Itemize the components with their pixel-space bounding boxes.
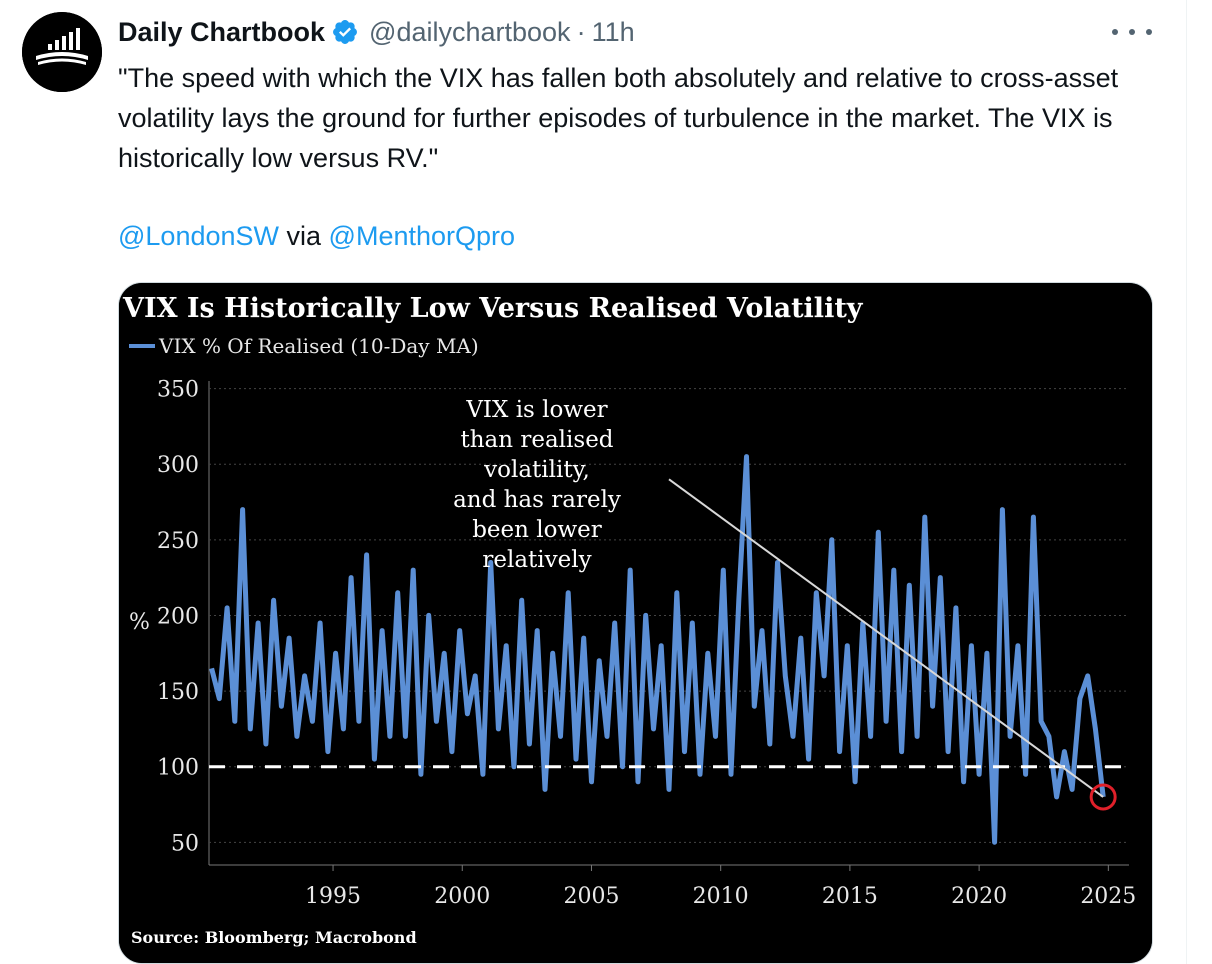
x-tick-label: 2005 (563, 884, 619, 909)
tweet-media-chart[interactable]: VIX Is Historically Low Versus Realised … (118, 282, 1153, 964)
tweet-text: "The speed with which the VIX has fallen… (118, 63, 1119, 173)
x-tick-label: 2025 (1080, 884, 1136, 909)
verified-badge-icon[interactable] (331, 18, 359, 46)
x-tick-label: 2010 (693, 884, 749, 909)
series-line (209, 454, 1106, 845)
annotation-arrow (668, 478, 1104, 798)
annotation-text-line: volatility, (483, 457, 590, 483)
display-name[interactable]: Daily Chartbook (118, 16, 326, 47)
annotation-text-line: and has rarely (453, 487, 621, 513)
legend-label: VIX % Of Realised (10-Day MA) (158, 334, 479, 358)
more-horizontal-icon (1146, 29, 1152, 35)
mention-londonsw[interactable]: @LondonSW (118, 221, 279, 251)
previous-tweet-fragment (118, 0, 378, 4)
timestamp[interactable]: 11h (591, 16, 635, 47)
annotation-text-line: relatively (482, 547, 591, 573)
via-text: via (286, 221, 322, 251)
more-horizontal-icon (1112, 29, 1118, 35)
y-tick-label: 200 (157, 604, 199, 629)
vix-chart: VIX Is Historically Low Versus Realised … (119, 283, 1152, 963)
y-tick-label: 150 (157, 680, 199, 705)
avatar[interactable] (22, 12, 102, 92)
tweet-credits: @LondonSW via @MenthorQpro (118, 216, 515, 256)
handle[interactable]: @dailychartbook (369, 16, 571, 47)
annotation-text-line: than realised (460, 427, 613, 453)
y-tick-label: 100 (157, 756, 199, 781)
chart-title: VIX Is Historically Low Versus Realised … (122, 293, 864, 324)
y-tick-label: 50 (171, 831, 199, 856)
more-horizontal-icon (1129, 29, 1135, 35)
y-axis-unit: % (129, 610, 150, 635)
separator-dot: · (576, 16, 586, 47)
y-tick-label: 300 (157, 453, 199, 478)
highlight-circle (1089, 783, 1117, 811)
x-tick-label: 2000 (434, 884, 490, 909)
y-tick-label: 250 (157, 529, 199, 554)
chart-source: Source: Bloomberg; Macrobond (131, 928, 417, 947)
annotation-text-line: been lower (472, 517, 602, 543)
x-tick-label: 1995 (305, 884, 361, 909)
x-tick-label: 2020 (951, 884, 1007, 909)
more-options-button[interactable] (1112, 22, 1152, 42)
mention-menthorqpro[interactable]: @MenthorQpro (328, 221, 516, 251)
chart-background (119, 283, 1152, 963)
tweet-header: Daily Chartbook @dailychartbook · 11h (118, 14, 635, 50)
timeline-divider (1186, 0, 1187, 964)
annotation-text-line: VIX is lower (465, 397, 607, 423)
chartbook-logo-icon (22, 12, 102, 92)
x-tick-label: 2015 (822, 884, 878, 909)
y-tick-label: 350 (157, 378, 199, 403)
